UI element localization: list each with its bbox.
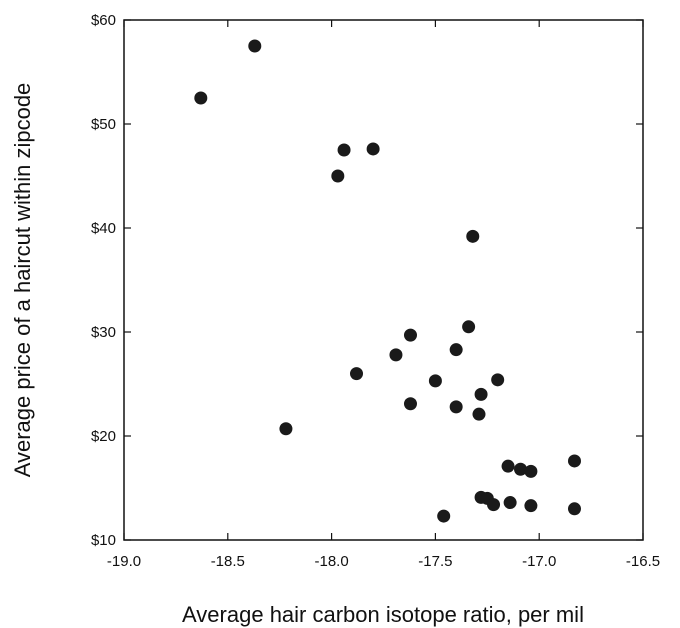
data-point	[331, 169, 345, 183]
data-point	[487, 498, 501, 512]
data-point	[501, 459, 515, 473]
data-point	[466, 229, 480, 243]
x-tick-label: -19.0	[107, 553, 141, 570]
y-tick-label: $50	[91, 116, 116, 133]
data-point	[389, 348, 403, 362]
plot-frame	[123, 19, 644, 541]
y-tick-label: $10	[91, 532, 116, 549]
x-tick-label: -17.5	[418, 553, 452, 570]
data-point	[567, 454, 581, 468]
y-tick-label: $40	[91, 220, 116, 237]
data-point	[524, 499, 538, 513]
y-tick-label: $60	[91, 12, 116, 29]
y-tick-label: $30	[91, 324, 116, 341]
x-tick-label: -16.5	[626, 553, 660, 570]
data-point	[194, 91, 208, 105]
data-point	[474, 387, 488, 401]
data-point	[449, 343, 463, 357]
x-axis-ticks: -19.0 -18.5 -18.0 -17.5 -17.0 -16.5	[107, 20, 660, 570]
x-tick-label: -18.5	[211, 553, 245, 570]
data-point	[403, 397, 417, 411]
data-point	[403, 328, 417, 342]
data-point	[279, 422, 293, 436]
x-tick-label: -18.0	[314, 553, 348, 570]
data-point	[462, 320, 476, 334]
data-point	[428, 374, 442, 388]
data-point	[514, 462, 528, 476]
data-point	[491, 373, 505, 387]
data-point	[350, 367, 364, 381]
y-axis-ticks: $10 $20 $30 $40 $50 $60	[91, 12, 643, 549]
data-point	[524, 464, 538, 478]
data-points	[194, 39, 581, 523]
y-axis-label: Average price of a haircut within zipcod…	[10, 83, 35, 478]
data-point	[437, 509, 451, 523]
data-point	[449, 400, 463, 414]
x-tick-label: -17.0	[522, 553, 556, 570]
data-point	[248, 39, 262, 53]
data-point	[337, 143, 351, 157]
data-point	[366, 142, 380, 156]
data-point	[567, 502, 581, 516]
data-point	[503, 496, 517, 510]
x-axis-label: Average hair carbon isotope ratio, per m…	[182, 602, 584, 627]
data-point	[472, 407, 486, 421]
y-tick-label: $20	[91, 428, 116, 445]
